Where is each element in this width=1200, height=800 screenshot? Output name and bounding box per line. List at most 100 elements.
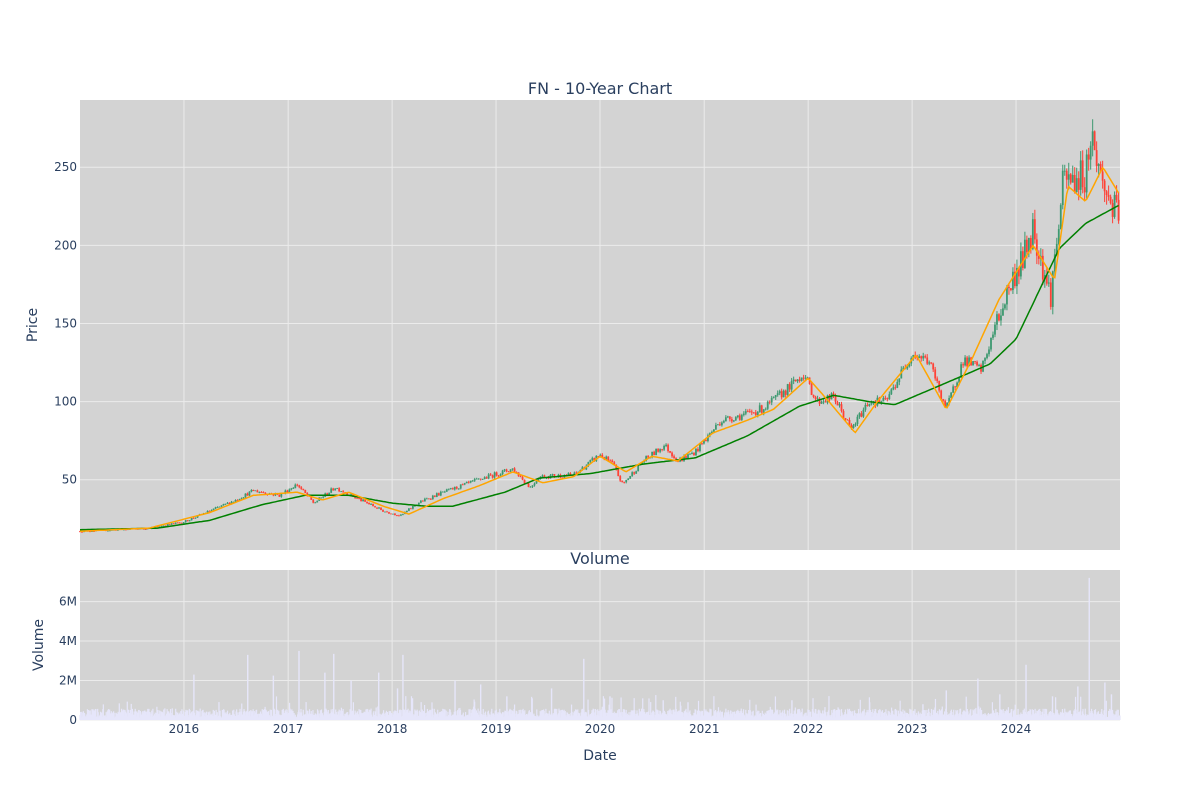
volume-bar: [1037, 709, 1040, 720]
candle-body: [810, 384, 813, 396]
candle-body: [942, 399, 945, 401]
volume-bar: [668, 710, 670, 720]
candle-body: [449, 488, 452, 489]
candle-body: [1081, 160, 1084, 188]
volume-bar: [799, 710, 801, 720]
candle-body: [334, 488, 337, 491]
candle-body: [489, 474, 492, 476]
candle-body: [541, 475, 544, 477]
candle-body: [228, 502, 231, 505]
volume-spike-bar: [550, 688, 553, 720]
volume-spike-bar: [454, 680, 456, 720]
volume-bar: [852, 710, 854, 720]
volume-bar: [938, 709, 941, 720]
candle-body: [940, 390, 943, 400]
volume-bar: [549, 713, 551, 720]
volume-bar: [869, 709, 872, 720]
volume-bar: [270, 709, 272, 720]
candle-body: [742, 413, 745, 416]
volume-bar: [710, 709, 712, 720]
candle-body: [734, 417, 737, 421]
candle-body: [615, 464, 618, 470]
candle-body: [645, 456, 648, 461]
candle-body: [866, 404, 869, 406]
candle-body: [788, 384, 791, 390]
volume-bar: [175, 708, 177, 720]
x-tick-2021: 2021: [689, 722, 720, 736]
candle-body: [296, 484, 299, 486]
volume-bar: [159, 710, 161, 720]
candle-body: [898, 378, 901, 383]
volume-bar: [558, 708, 560, 720]
volume-bar: [812, 698, 814, 720]
candle-body: [756, 411, 759, 416]
volume-bar: [269, 709, 271, 720]
candle-body: [336, 488, 339, 489]
candle-body: [956, 382, 959, 388]
candle-body: [842, 410, 845, 419]
candle-body: [376, 507, 378, 509]
candle-body: [1091, 131, 1094, 146]
volume-bar: [471, 709, 473, 720]
candle-body: [792, 379, 795, 382]
volume-bar: [777, 709, 779, 720]
candle-body: [292, 488, 295, 489]
candle-body: [356, 497, 358, 499]
candle-body: [1055, 243, 1058, 255]
candle-body: [589, 459, 592, 463]
volume-bar: [512, 711, 514, 720]
volume-bar: [930, 708, 933, 720]
candle-body: [1031, 219, 1034, 249]
candle-body: [262, 492, 265, 494]
candle-body: [306, 492, 309, 496]
candle-body: [667, 444, 669, 452]
candle-body: [529, 486, 532, 488]
candle-body: [386, 511, 388, 513]
volume-bar: [502, 712, 504, 720]
candle-body: [471, 480, 474, 482]
volume-bar: [1094, 709, 1097, 720]
price-chart-title: FN - 10-Year Chart: [528, 79, 672, 98]
candle-body: [994, 324, 996, 335]
candle-body: [142, 528, 145, 530]
volume-bar: [500, 714, 503, 720]
candle-body: [780, 391, 783, 398]
volume-bar: [871, 712, 873, 720]
volume-spike-bar: [868, 702, 871, 720]
x-tick-2019: 2019: [481, 722, 512, 736]
candle-body: [495, 472, 498, 476]
candle-body: [687, 454, 689, 459]
volume-spike-bar: [350, 680, 352, 720]
volume-bar: [171, 708, 173, 720]
volume-bar: [340, 707, 343, 720]
candle-body: [852, 425, 855, 428]
candle-body: [421, 500, 424, 502]
volume-spike-bar: [324, 672, 326, 720]
volume-spike-bar: [922, 704, 924, 720]
candle-body: [384, 511, 386, 513]
candle-body: [160, 525, 163, 527]
volume-bar: [908, 714, 910, 720]
price-y-tick-labels: 50 100 150 200 250: [54, 160, 77, 487]
candle-body: [206, 510, 209, 514]
volume-bar: [81, 711, 83, 720]
candle-body: [374, 506, 376, 508]
candle-body: [429, 498, 432, 500]
candle-body: [481, 479, 484, 480]
volume-bar: [855, 713, 857, 720]
candle-body: [1023, 239, 1026, 268]
candle-body: [629, 475, 632, 479]
candle-body: [1087, 154, 1090, 160]
volume-bar: [275, 696, 278, 720]
volume-bar: [241, 703, 243, 720]
volume-bar: [262, 709, 264, 720]
candle-body: [79, 531, 81, 533]
candle-body: [884, 397, 887, 399]
volume-bar: [503, 712, 505, 720]
candle-body: [232, 501, 235, 503]
candle-body: [230, 501, 233, 505]
candle-body: [1083, 187, 1086, 193]
candle-body: [286, 490, 289, 493]
candle-body: [1065, 170, 1068, 180]
volume-bar: [219, 710, 221, 720]
